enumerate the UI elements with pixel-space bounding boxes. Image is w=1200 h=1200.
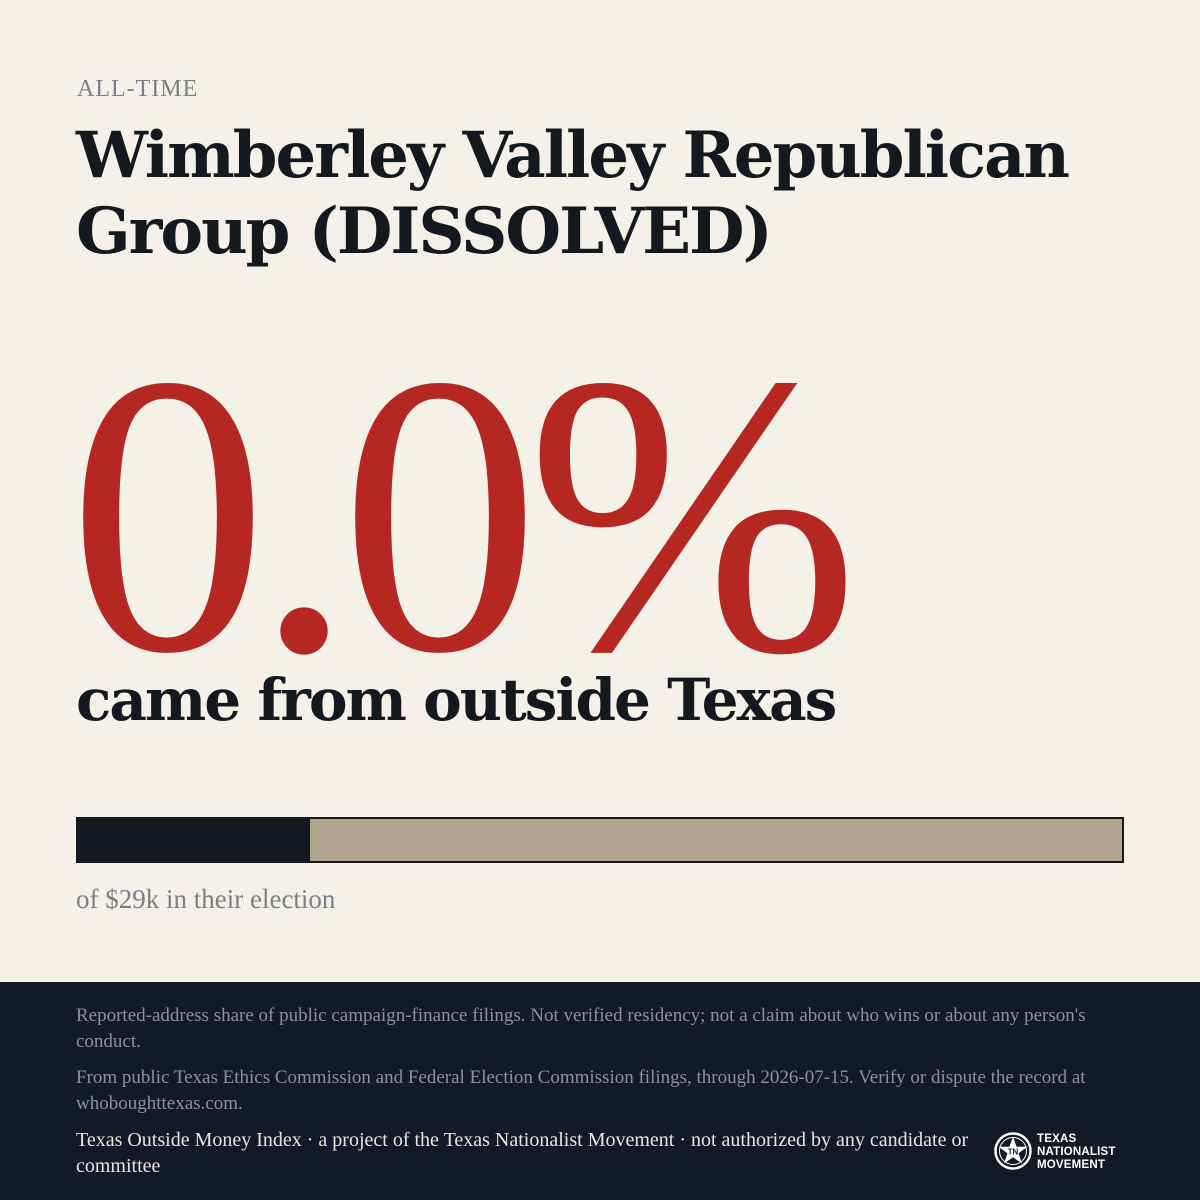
svg-text:TN: TN: [1008, 1148, 1019, 1157]
logo-wordmark: TEXAS NATIONALIST MOVEMENT: [1037, 1133, 1116, 1172]
total-raised-caption: of $29k in their election: [76, 884, 336, 914]
project-credit: Texas Outside Money Index · a project of…: [76, 1129, 969, 1177]
time-range-label: ALL-TIME: [77, 76, 199, 102]
share-progress-bar: [76, 817, 1124, 863]
share-progress-fill: [78, 819, 310, 861]
share-card: ALL-TIME Wimberley Valley Republican Gro…: [68, 76, 1124, 914]
source-note: From public Texas Ethics Commission and …: [76, 1067, 1086, 1114]
committee-name: Wimberley Valley Republican Group (DISSO…: [76, 118, 1070, 269]
tnm-logo: TN TEXAS NATIONALIST MOVEMENT: [993, 1131, 1133, 1175]
logo-line-2: NATIONALIST: [1037, 1146, 1116, 1158]
outside-share-percent: 0.0%: [68, 293, 859, 736]
logo-line-1: TEXAS: [1037, 1133, 1077, 1145]
logo-line-3: MOVEMENT: [1037, 1159, 1106, 1171]
disclaimer-note: Reported-address share of public campaig…: [76, 1005, 1086, 1052]
outside-share-caption: came from outside Texas: [76, 666, 837, 734]
star-seal-icon: TN: [994, 1132, 1032, 1170]
